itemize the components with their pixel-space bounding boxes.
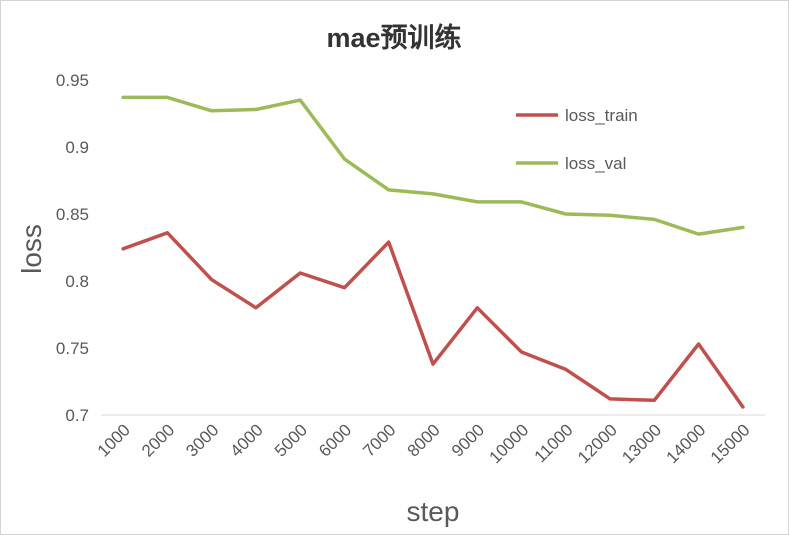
y-tick-label: 0.75 (56, 339, 89, 358)
x-tick-label: 4000 (227, 420, 267, 460)
x-tick-label: 10000 (485, 420, 532, 467)
series-lines (121, 95, 745, 409)
x-tick-label: 7000 (359, 420, 399, 460)
y-tick-label: 0.7 (65, 406, 89, 425)
x-tick-label: 9000 (448, 420, 488, 460)
y-tick-label: 0.9 (65, 138, 89, 157)
x-tick-label: 13000 (618, 420, 665, 467)
x-axis-ticks: 1000 2000 3000 4000 5000 6000 7000 8000 90001000… (94, 420, 754, 467)
legend-label-loss_train: loss_train (565, 106, 638, 125)
x-tick-label: 5000 (271, 420, 311, 460)
series-line-loss_val (121, 95, 745, 236)
series-line-loss_train (121, 231, 745, 409)
y-axis-label: loss (16, 224, 47, 274)
legend-label-loss_val: loss_val (565, 154, 626, 173)
y-tick-label: 0.8 (65, 272, 89, 291)
x-tick-label: 3000 (182, 420, 222, 460)
x-tick-label: 11000 (531, 420, 577, 466)
y-tick-label: 0.85 (56, 205, 89, 224)
y-tick-label: 0.95 (56, 71, 89, 90)
x-tick-label: 6000 (315, 420, 355, 460)
x-tick-label: 2000 (138, 420, 178, 460)
x-axis-label: step (407, 496, 460, 527)
y-axis-ticks: 0.95 0.9 0.85 0.8 0.75 0.7 (56, 71, 89, 425)
x-tick-label: 1000 (94, 420, 134, 460)
legend: loss_train loss_val (516, 106, 638, 173)
x-tick-label: 15000 (707, 420, 754, 467)
x-tick-label: 12000 (574, 420, 621, 467)
x-tick-label: 8000 (404, 420, 444, 460)
x-tick-label: 14000 (663, 420, 710, 467)
chart-title: mae预训练 (326, 22, 461, 53)
